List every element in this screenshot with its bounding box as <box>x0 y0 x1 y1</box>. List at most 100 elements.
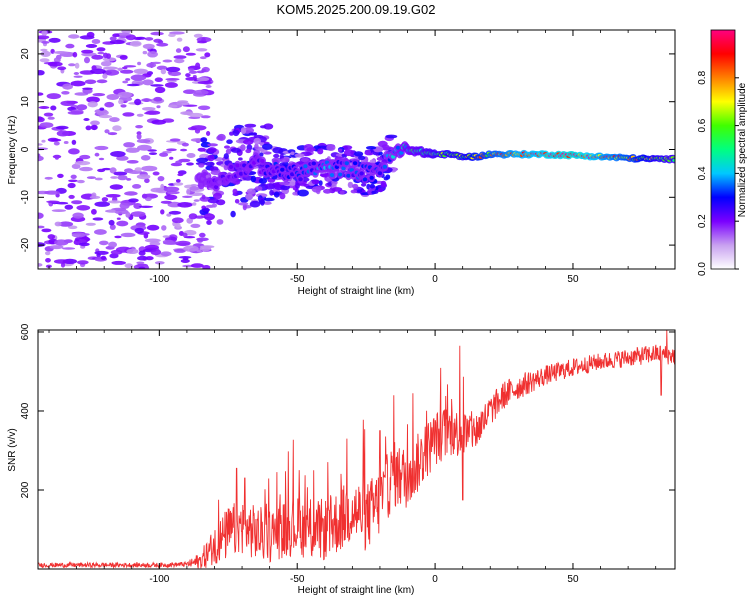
noise-blob <box>167 104 178 108</box>
colorbar-tick-label: 0.0 <box>697 262 708 276</box>
noise-blob <box>94 229 107 235</box>
noise-blob <box>94 250 109 255</box>
noise-blob <box>77 179 85 184</box>
noise-blob <box>46 93 61 100</box>
noise-blob <box>162 59 173 63</box>
noise-blob <box>102 73 108 79</box>
colorbar-gradient <box>710 29 736 270</box>
noise-blob <box>102 57 117 62</box>
noise-blob <box>190 223 201 228</box>
noise-blob <box>45 251 51 256</box>
noise-blob <box>142 107 156 111</box>
noise-blob <box>186 188 191 195</box>
noise-blob <box>156 105 161 109</box>
noise-blob <box>70 80 86 87</box>
noise-blob <box>73 75 83 78</box>
noise-blob <box>126 248 139 254</box>
noise-blob <box>199 232 206 238</box>
scatter-blob <box>323 188 332 194</box>
noise-blob <box>144 244 159 250</box>
signal-core <box>382 164 388 169</box>
noise-blob <box>45 258 51 263</box>
noise-blob <box>196 77 210 82</box>
noise-blob <box>137 144 152 151</box>
spectrogram-x-tick-label: 0 <box>432 274 438 285</box>
noise-blob <box>199 56 207 60</box>
noise-blob <box>79 154 91 160</box>
noise-blob <box>164 194 178 201</box>
noise-blob <box>44 190 60 195</box>
noise-blob <box>186 153 196 158</box>
noise-blob <box>190 125 207 131</box>
noise-blob <box>197 81 212 85</box>
scatter-blob <box>207 147 217 153</box>
noise-blob <box>190 263 204 268</box>
noise-blob <box>165 78 180 81</box>
noise-blob <box>109 184 124 190</box>
noise-blob <box>188 70 198 74</box>
noise-blob <box>166 66 181 72</box>
scatter-blob <box>197 147 206 152</box>
scatter-blob <box>318 180 323 186</box>
noise-blob <box>96 79 108 84</box>
noise-blob <box>94 201 110 207</box>
noise-blob <box>91 54 104 60</box>
noise-blob <box>150 187 164 193</box>
signal-core <box>672 159 675 162</box>
scatter-blob <box>367 189 373 195</box>
noise-blob <box>68 225 78 230</box>
signal-core <box>344 161 349 166</box>
noise-blob <box>160 68 167 75</box>
noise-blob <box>144 178 150 184</box>
noise-blob <box>90 124 98 131</box>
noise-blob <box>162 239 174 244</box>
noise-blob <box>169 156 174 160</box>
noise-blob <box>62 83 73 90</box>
noise-blob <box>120 104 127 108</box>
noise-blob <box>49 245 64 250</box>
noise-blob <box>65 43 75 49</box>
noise-blob <box>71 232 86 238</box>
noise-blob <box>107 209 116 213</box>
scatter-blob <box>203 214 215 218</box>
noise-blob <box>160 251 172 257</box>
noise-blob <box>141 165 158 172</box>
scatter-blob <box>213 192 222 200</box>
spectrogram-y-label: Frequency (Hz) <box>7 116 18 185</box>
scatter-blob <box>372 151 380 156</box>
noise-blob <box>196 70 205 74</box>
scatter-blob <box>240 127 247 135</box>
noise-blob <box>107 132 118 136</box>
noise-blob <box>54 155 60 160</box>
scatter-blob <box>260 125 267 129</box>
scatter-blob <box>377 140 388 147</box>
snr-x-tick-label: 0 <box>432 574 438 585</box>
noise-blob <box>47 234 56 240</box>
noise-blob <box>63 141 69 144</box>
noise-blob <box>83 118 90 121</box>
noise-blob <box>193 33 203 38</box>
scatter-blob <box>369 183 375 189</box>
noise-blob <box>94 177 103 181</box>
noise-blob <box>38 155 44 162</box>
noise-blob <box>99 240 109 246</box>
noise-blob <box>39 58 50 63</box>
noise-blob <box>76 205 91 211</box>
noise-blob <box>47 116 55 120</box>
noise-blob <box>125 78 131 81</box>
noise-blob <box>91 208 97 215</box>
snr-y-tick-label: 600 <box>20 323 31 340</box>
noise-blob <box>200 115 211 119</box>
noise-blob <box>40 50 51 58</box>
spectrogram-x-tick-label: 50 <box>567 274 579 285</box>
signal-core <box>298 177 303 182</box>
noise-blob <box>128 198 139 203</box>
noise-blob <box>110 176 119 179</box>
scatter-blob <box>248 132 258 136</box>
noise-blob <box>122 80 129 84</box>
scatter-blob <box>225 148 232 155</box>
noise-blob <box>156 42 169 47</box>
scatter-blob <box>259 152 264 157</box>
noise-blob <box>38 263 43 267</box>
noise-blob <box>180 148 188 152</box>
